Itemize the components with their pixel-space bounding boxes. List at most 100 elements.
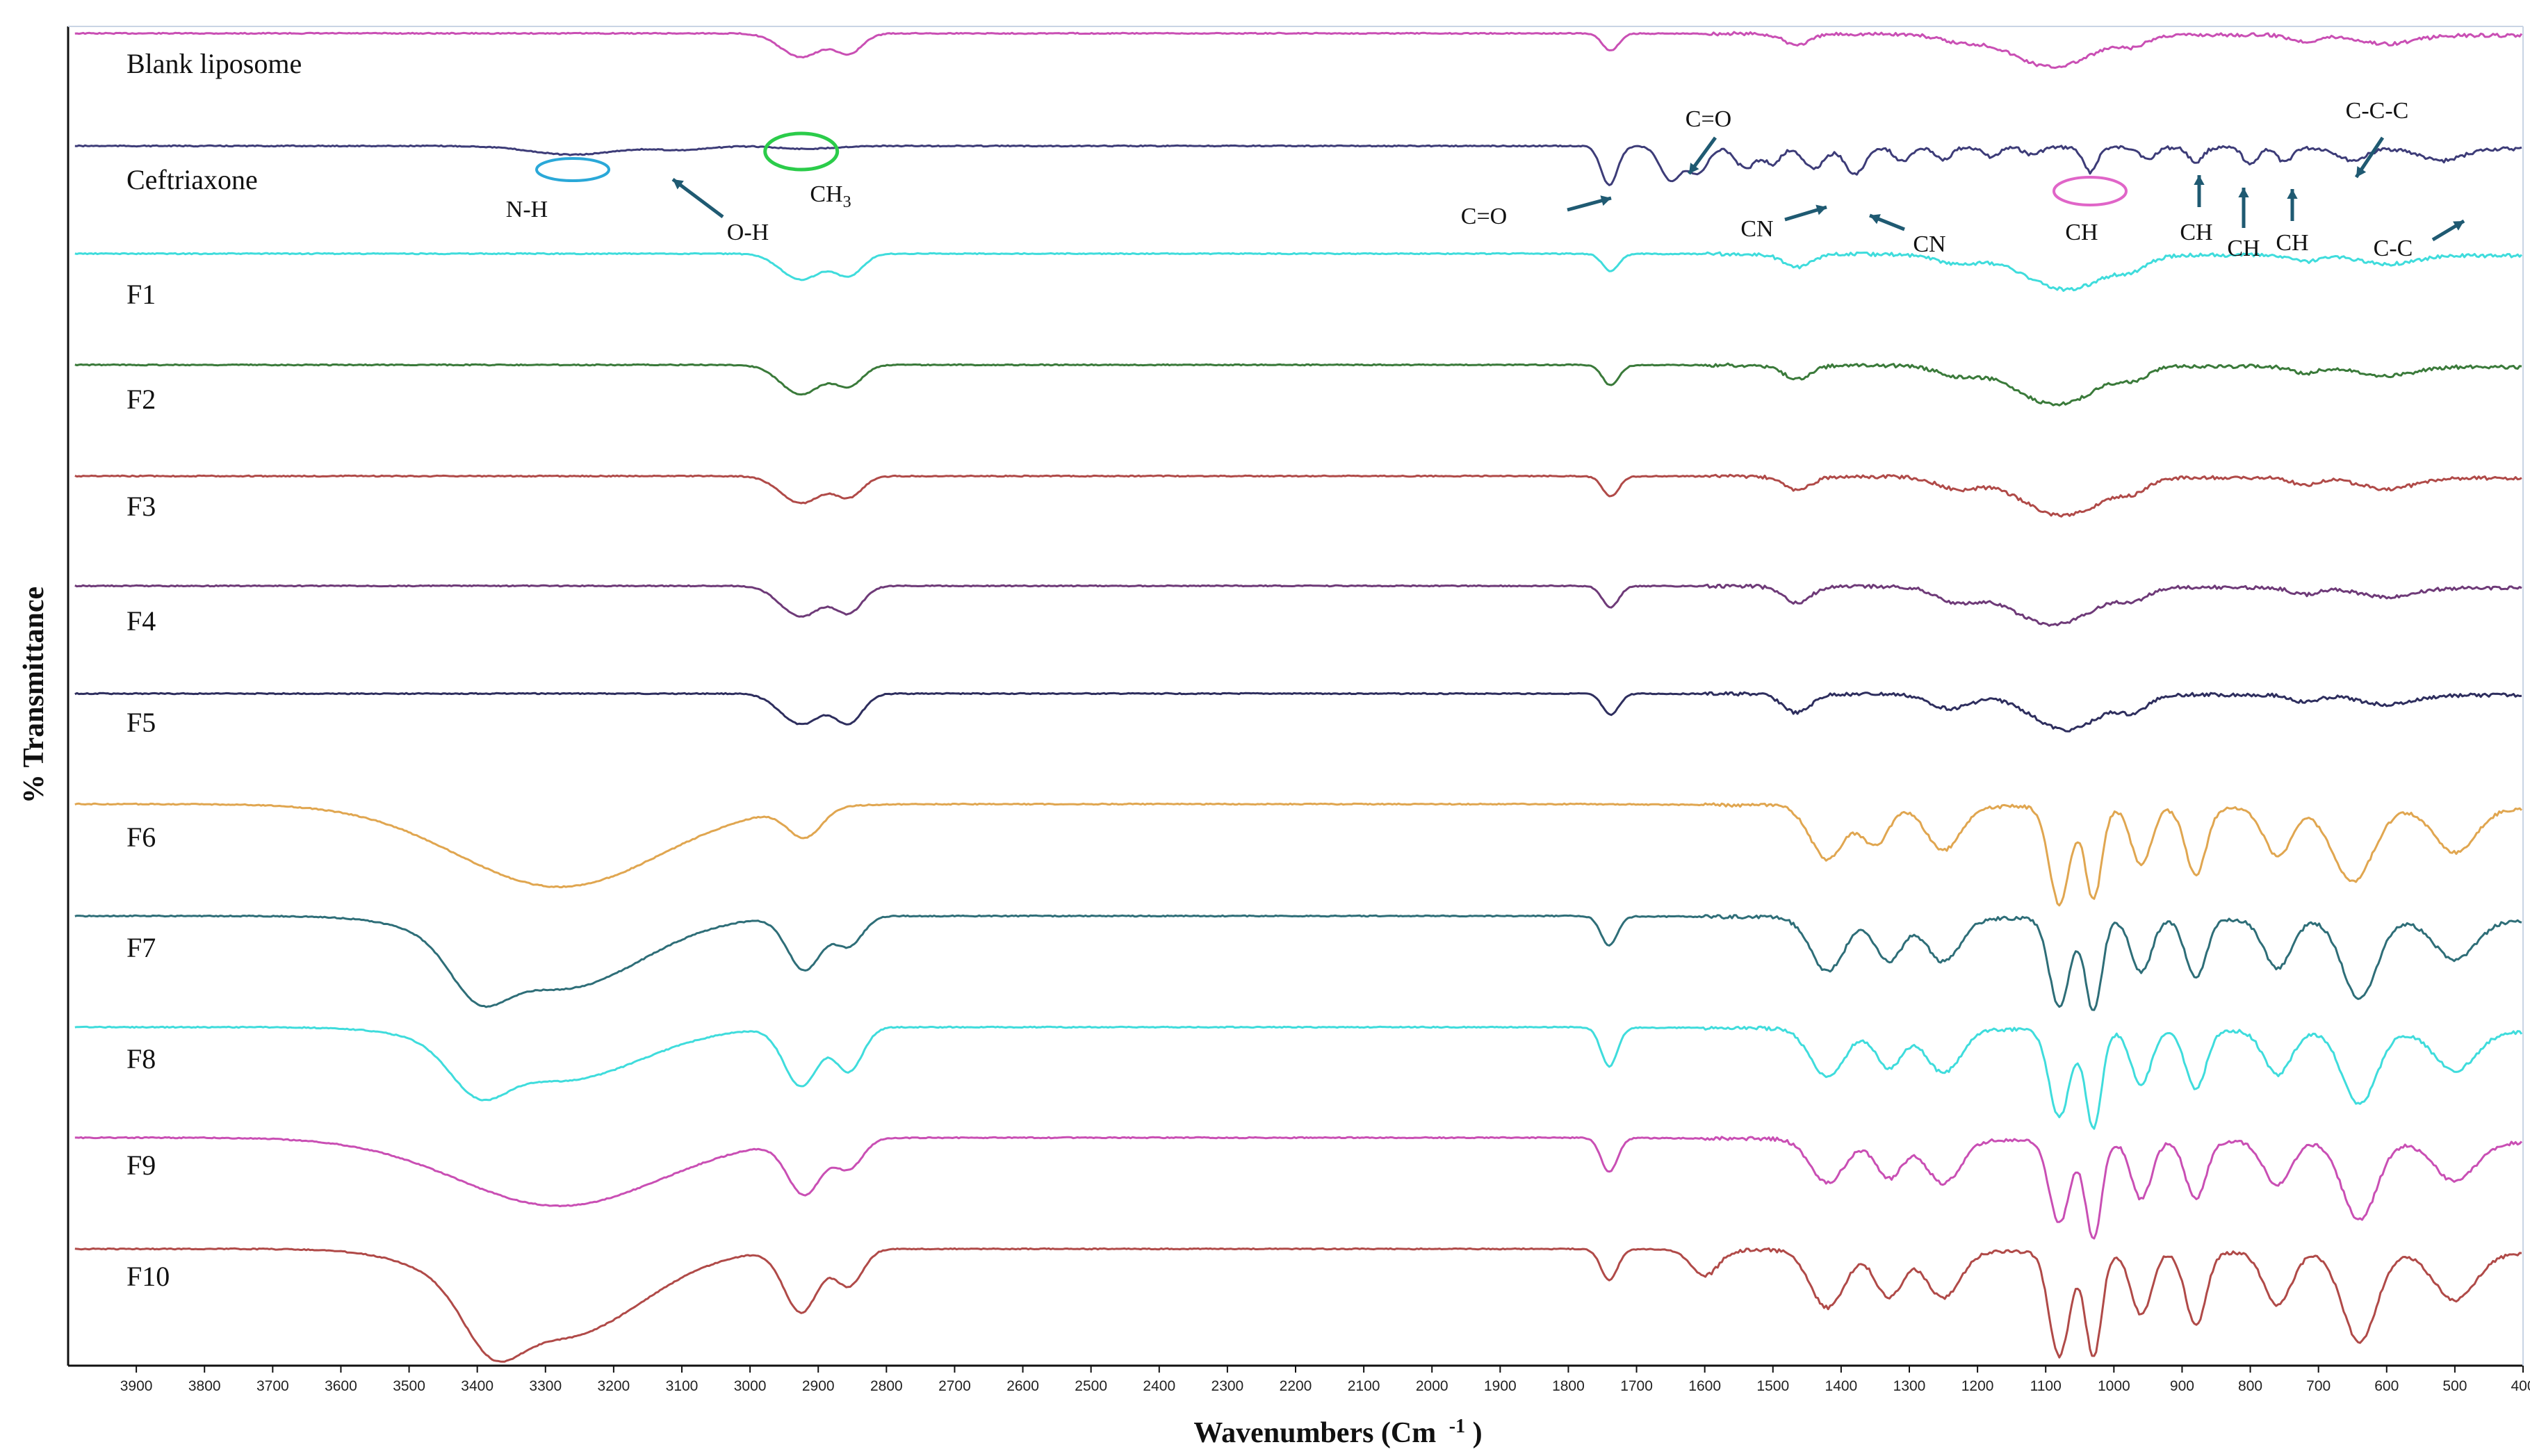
series-label: F4 (126, 605, 156, 637)
nh-highlight (535, 157, 611, 182)
series-line-f1 (74, 251, 2523, 292)
series-label: F6 (126, 821, 156, 853)
series-label: F5 (126, 707, 156, 738)
annotation-label: C-C (2374, 236, 2413, 261)
series-label: F2 (126, 384, 156, 415)
ch3-highlight (763, 131, 840, 172)
x-tick-label: 2400 (1143, 1378, 1175, 1394)
series-label: Ceftriaxone (126, 164, 258, 195)
annotation-arrowhead (673, 179, 684, 190)
annotation-label: CH (2227, 236, 2260, 261)
x-tick-label: 1200 (1961, 1378, 1994, 1394)
x-tick-label: 500 (2442, 1378, 2467, 1394)
series-line-f8 (74, 1025, 2523, 1130)
series-line-ceftriaxone (74, 144, 2522, 186)
x-tick-label: 1300 (1893, 1378, 1926, 1394)
annotation-label: CH (2180, 220, 2212, 245)
x-tick-label: 2900 (802, 1378, 835, 1394)
annotation-arrowhead (1870, 214, 1881, 224)
x-axis: 3900 3800 3700 3600 3500 3400 3300 3200 3100 3000… (120, 1366, 2530, 1394)
x-tick-label: 2800 (870, 1378, 903, 1394)
series-label: F3 (126, 491, 156, 522)
x-tick-label: 1600 (1688, 1378, 1721, 1394)
annotation-arrowhead (2194, 175, 2205, 186)
series-label: F10 (126, 1261, 170, 1292)
series-label: F9 (126, 1150, 156, 1181)
x-tick-label: 3900 (120, 1378, 153, 1394)
x-tick-label: 700 (2306, 1378, 2331, 1394)
x-tick-label: 3600 (325, 1378, 357, 1394)
x-tick-label: 2100 (1348, 1378, 1380, 1394)
x-tick-label: 1900 (1484, 1378, 1517, 1394)
x-tick-label: 1400 (1825, 1378, 1858, 1394)
annotation-label: N-H (506, 197, 548, 222)
annotation-arrowhead (2238, 188, 2249, 198)
x-tick-label: 3800 (188, 1378, 221, 1394)
x-tick-label: 3400 (461, 1378, 493, 1394)
x-tick-label: 2600 (1006, 1378, 1039, 1394)
ch-highlight (2052, 176, 2128, 206)
annotation-label-sub: 3 (843, 193, 851, 211)
x-tick-label: 1100 (2030, 1378, 2062, 1394)
annotation-label: CH (2276, 230, 2308, 256)
x-tick-label: 3300 (529, 1378, 562, 1394)
series-label: F1 (126, 279, 156, 310)
annotation-label: CN (1913, 231, 1945, 257)
annotation-arrowhead (2453, 221, 2464, 231)
series-group (74, 31, 2523, 1363)
annotation-label: C=O (1461, 204, 1507, 229)
x-tick-label: 1800 (1552, 1378, 1585, 1394)
series-line-f5 (74, 691, 2522, 733)
series-label: Blank liposome (126, 48, 302, 79)
annotation-label: CN (1740, 216, 1773, 242)
series-line-f10 (74, 1247, 2522, 1363)
x-axis-title-sup: -1 (1449, 1416, 1465, 1437)
x-axis-title-close: ) (1473, 1417, 1483, 1449)
x-tick-label: 3500 (393, 1378, 425, 1394)
annotation-label-text: CH (810, 181, 842, 207)
x-tick-label: 3100 (666, 1378, 699, 1394)
annotation-arrowhead (1815, 204, 1827, 215)
x-axis-title-main: Wavenumbers (Cm (1193, 1417, 1436, 1449)
annotation-arrowhead (1600, 195, 1611, 206)
x-tick-label: 3000 (734, 1378, 767, 1394)
x-tick-label: 2300 (1211, 1378, 1244, 1394)
series-line-blank-liposome (74, 31, 2523, 69)
annotation-arrowhead (2356, 166, 2367, 177)
annotation-arrow (671, 178, 724, 218)
annotation-label: O-H (727, 220, 769, 245)
x-tick-label: 3700 (256, 1378, 289, 1394)
series-label: F8 (126, 1043, 156, 1074)
series-label: F7 (126, 932, 156, 963)
x-tick-label: 800 (2238, 1378, 2262, 1394)
annotation-label: CH (2065, 220, 2098, 245)
x-axis-title: Wavenumbers (Cm -1 ) (1193, 1407, 1482, 1449)
annotation-arrowhead (1689, 163, 1699, 174)
series-line-f7 (74, 914, 2522, 1011)
annotation-label: C-C-C (2346, 98, 2409, 124)
series-line-f2 (74, 362, 2522, 407)
x-tick-label: 2500 (1075, 1378, 1107, 1394)
x-tick-label: 1700 (1620, 1378, 1653, 1394)
x-tick-label: 3200 (598, 1378, 630, 1394)
x-tick-label: 1000 (2098, 1378, 2130, 1394)
x-tick-label: 900 (2170, 1378, 2194, 1394)
x-tick-label: 2000 (1416, 1378, 1448, 1394)
x-tick-label: 600 (2374, 1378, 2399, 1394)
series-line-f4 (74, 583, 2522, 627)
x-tick-label: 2700 (938, 1378, 971, 1394)
x-tick-label: 2200 (1280, 1378, 1312, 1394)
annotation-label: C=O (1686, 106, 1731, 132)
series-line-f6 (74, 802, 2523, 907)
annotation-arrowhead (2287, 189, 2298, 199)
series-line-f9 (74, 1136, 2523, 1240)
series-line-f3 (74, 473, 2522, 518)
x-tick-label: 1500 (1756, 1378, 1789, 1394)
x-tick-label: 400 (2511, 1378, 2530, 1394)
series-labels: Blank liposome Ceftriaxone F1 F2 F3 F4 F5 F6 F7 F… (126, 48, 302, 1292)
y-axis-title: % Transmittance (18, 587, 50, 803)
